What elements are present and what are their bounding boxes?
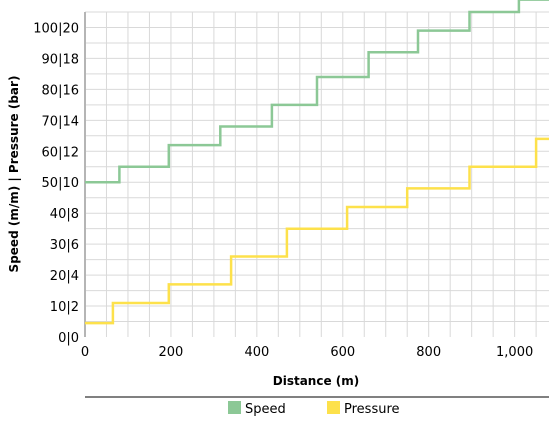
x-tick-label: 1,000 <box>496 345 533 360</box>
series-lines <box>85 0 549 325</box>
legend-swatch-speed <box>228 401 241 414</box>
y-axis-title: Speed (m/m) | Pressure (bar) <box>7 76 21 273</box>
series-line-pressure <box>85 137 549 325</box>
legend: Speed Pressure <box>228 401 400 417</box>
y-tick-label: 20|4 <box>50 269 79 284</box>
series-line-speed <box>85 0 549 184</box>
x-tick-label: 400 <box>244 345 269 360</box>
y-tick-label: 50|10 <box>42 176 79 191</box>
y-tick-label: 70|14 <box>42 114 79 129</box>
x-tick-label: 600 <box>330 345 355 360</box>
y-tick-label: 30|6 <box>50 238 79 253</box>
grid <box>85 11 549 337</box>
x-tick-label: 800 <box>416 345 441 360</box>
legend-label-pressure: Pressure <box>344 402 400 417</box>
y-tick-label: 90|18 <box>42 52 79 67</box>
y-tick-label: 100|20 <box>33 21 79 36</box>
y-tick-label: 10|2 <box>50 300 79 315</box>
x-tick-labels: 0 200 400 600 800 1,000 <box>81 345 533 360</box>
x-tick-label: 200 <box>159 345 184 360</box>
x-axis-title: Distance (m) <box>273 374 360 388</box>
y-tick-label: 60|12 <box>42 145 79 160</box>
y-tick-label: 0|0 <box>58 331 79 346</box>
legend-label-speed: Speed <box>245 402 286 417</box>
legend-swatch-pressure <box>327 401 340 414</box>
x-tick-label: 0 <box>81 345 89 360</box>
y-tick-labels: 0|0 10|2 20|4 30|6 40|8 50|10 60|12 70|14 80|16 9… <box>33 21 79 346</box>
y-tick-label: 80|16 <box>42 83 79 98</box>
y-tick-label: 40|8 <box>50 207 79 222</box>
